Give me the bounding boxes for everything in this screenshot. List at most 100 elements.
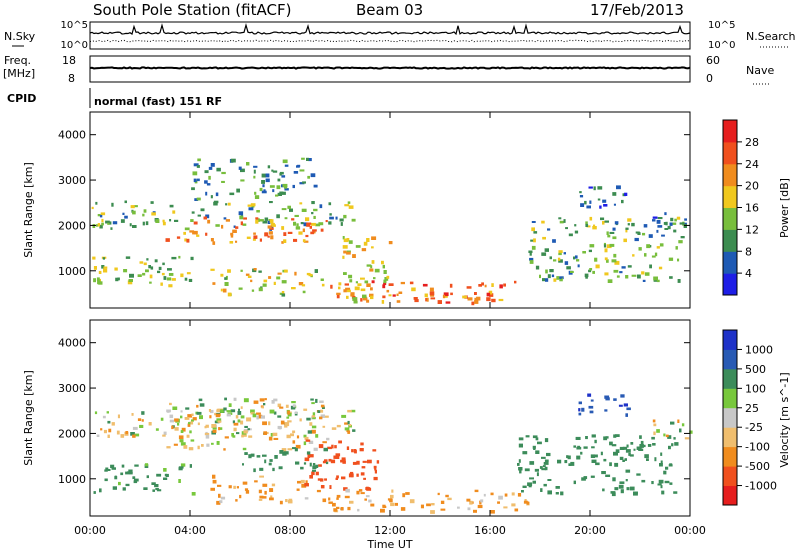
heatmap-cell — [264, 232, 269, 237]
heatmap-cell — [577, 445, 581, 450]
heatmap-cell — [117, 414, 120, 419]
heatmap-cell — [640, 440, 644, 445]
heatmap-cell — [553, 259, 557, 262]
heatmap-cell — [287, 205, 291, 209]
heatmap-cell — [544, 466, 548, 471]
heatmap-cell — [125, 256, 131, 259]
heatmap-cell — [247, 428, 250, 431]
heatmap-cell — [613, 203, 616, 206]
heatmap-cell — [541, 220, 545, 224]
heatmap-cell — [278, 466, 283, 470]
heatmap-cell — [321, 283, 325, 287]
heatmap-cell — [620, 394, 625, 398]
heatmap-cell — [189, 464, 192, 468]
heatmap-cell — [362, 294, 367, 299]
heatmap-cell — [426, 297, 429, 302]
heatmap-cell — [642, 232, 646, 236]
heatmap-cell — [626, 407, 631, 411]
heatmap-cell — [348, 205, 354, 209]
heatmap-cell — [258, 489, 262, 494]
heatmap-cell — [338, 440, 342, 444]
heatmap-cell — [244, 488, 249, 491]
heatmap-cell — [613, 269, 619, 273]
heatmap-cell — [574, 224, 577, 227]
heatmap-cell — [322, 406, 325, 409]
heatmap-cell — [573, 445, 577, 448]
heatmap-cell — [559, 220, 564, 224]
heatmap-cell — [517, 493, 522, 497]
heatmap-cell — [123, 269, 128, 273]
heatmap-cell — [348, 240, 353, 244]
heatmap-cell — [283, 239, 287, 243]
heatmap-cell — [96, 434, 100, 437]
colorbar-tick-label: 20 — [745, 180, 759, 193]
freq-tick-top: 18 — [62, 54, 76, 67]
heatmap-cell — [529, 257, 534, 261]
heatmap-cell — [309, 226, 312, 229]
heatmap-cell — [146, 475, 149, 479]
heatmap-cell — [312, 412, 316, 416]
heatmap-cell — [602, 199, 607, 203]
heatmap-cell — [537, 441, 542, 445]
heatmap-cell — [589, 410, 594, 414]
heatmap-cell — [346, 289, 351, 293]
heatmap-cell — [429, 287, 434, 292]
heatmap-cell — [371, 280, 375, 284]
x-tick-label: 20:00 — [574, 524, 606, 537]
heatmap-cell — [382, 284, 386, 289]
heatmap-cell — [265, 173, 270, 178]
heatmap-cell — [396, 293, 399, 296]
heatmap-cell — [547, 274, 551, 279]
heatmap-cell — [150, 201, 154, 204]
heatmap-cell — [497, 501, 500, 504]
heatmap-cell — [580, 203, 585, 207]
heatmap-cell — [198, 398, 203, 402]
heatmap-cell — [255, 219, 259, 224]
heatmap-cell — [336, 506, 340, 509]
heatmap-cell — [484, 284, 487, 288]
heatmap-cell — [171, 256, 177, 260]
heatmap-cell — [603, 204, 608, 207]
frequency-trace — [89, 66, 691, 70]
heatmap-cell — [663, 470, 667, 475]
heatmap-cell — [295, 461, 300, 465]
heatmap-cell — [292, 430, 296, 434]
heatmap-cell — [544, 248, 549, 252]
heatmap-cell — [218, 493, 221, 498]
heatmap-cell — [236, 486, 239, 489]
heatmap-cell — [335, 477, 338, 480]
heatmap-cell — [440, 508, 446, 511]
noise-left-tick-top: 10^5 — [61, 20, 88, 31]
heatmap-cell — [253, 232, 256, 235]
heatmap-cell — [594, 257, 598, 262]
heatmap-cell — [105, 467, 109, 471]
colorbar-swatch — [723, 407, 737, 428]
heatmap-cell — [205, 424, 209, 428]
heatmap-cell — [178, 255, 181, 259]
heatmap-cell — [161, 272, 165, 276]
heatmap-cell — [120, 434, 125, 438]
heatmap-cell — [429, 291, 435, 296]
heatmap-cell — [262, 283, 267, 287]
heatmap-cell — [579, 191, 582, 194]
heatmap-cell — [193, 221, 198, 225]
heatmap-cell — [609, 231, 615, 234]
heatmap-cell — [263, 189, 266, 192]
noise-panel: N.Sky N.Search 10^5 10^0 10^5 10^0 — [4, 20, 796, 51]
colorbar-tick-label: 4 — [745, 267, 752, 280]
heatmap-cell — [342, 255, 345, 259]
heatmap-cell — [320, 409, 324, 413]
heatmap-cell — [256, 415, 259, 420]
heatmap-cell — [646, 458, 649, 461]
heatmap-cell — [223, 407, 227, 411]
heatmap-cell — [503, 283, 506, 287]
heatmap-cell — [539, 466, 543, 469]
heatmap-cell — [622, 446, 628, 450]
heatmap-cell — [290, 433, 294, 437]
heatmap-cell — [328, 221, 332, 225]
heatmap-cell — [543, 483, 547, 487]
heatmap-cell — [331, 444, 334, 449]
heatmap-cell — [268, 421, 271, 426]
heatmap-cell — [91, 206, 94, 210]
heatmap-cell — [291, 401, 296, 404]
